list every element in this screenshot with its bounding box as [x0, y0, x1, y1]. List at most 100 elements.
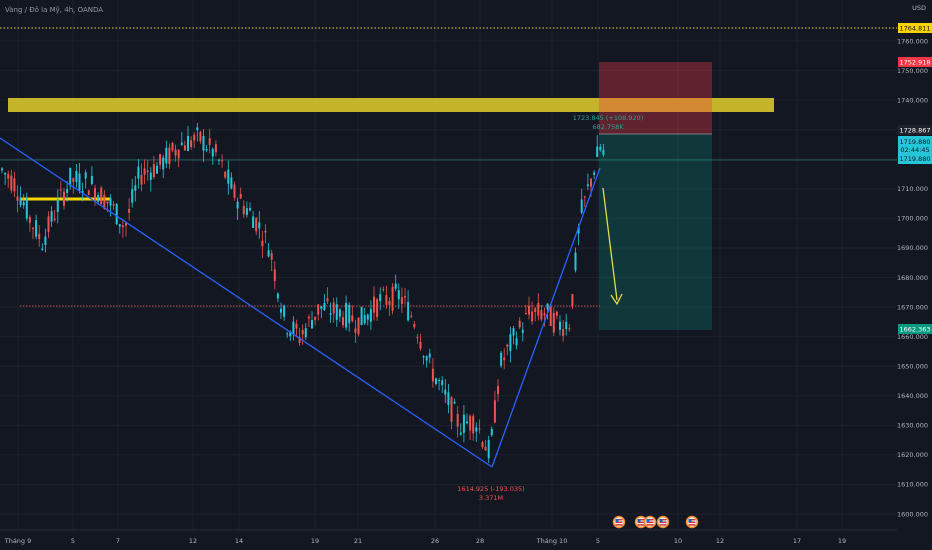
candle-body — [363, 315, 366, 324]
candle-body — [450, 397, 453, 422]
candle-body — [404, 296, 406, 298]
candle-body — [289, 331, 292, 337]
candle-body — [487, 439, 490, 459]
badge-entry — [898, 125, 932, 135]
candle-body — [109, 198, 112, 206]
stop-loss-zone[interactable] — [599, 62, 712, 134]
flag-us-icon[interactable] — [656, 515, 670, 529]
badge-stop-loss-text: 1752.918 — [899, 59, 930, 67]
candle-body — [531, 311, 534, 322]
candle-body — [295, 323, 298, 329]
candle-body — [298, 337, 301, 343]
candle-body — [112, 204, 115, 206]
candle-body — [469, 415, 472, 431]
candle-body — [351, 315, 354, 322]
candle-body — [391, 286, 394, 311]
candle-body — [81, 191, 84, 194]
candle-body — [382, 289, 385, 291]
candle-body — [484, 446, 487, 451]
candle-body — [518, 320, 521, 328]
candle-body — [357, 317, 360, 335]
candle-body — [41, 248, 44, 250]
candle-body — [413, 323, 416, 328]
downtrend-line[interactable] — [0, 137, 493, 468]
price-tick-label: 1630.000 — [897, 422, 928, 430]
price-tick-label: 1660.000 — [897, 333, 928, 341]
candle-body — [444, 389, 447, 395]
candle-body — [233, 184, 236, 198]
candle-body — [187, 136, 189, 151]
candle-body — [35, 220, 38, 237]
candle-body — [78, 173, 81, 191]
symbol-title[interactable]: Vàng / Đô la Mỹ, 4h, OANDA — [5, 6, 103, 14]
candle-body — [211, 148, 214, 157]
flag-us-icon[interactable] — [685, 515, 699, 529]
candle-body — [456, 414, 459, 427]
time-axis[interactable] — [0, 530, 897, 550]
candle-body — [190, 140, 193, 148]
candle-body — [159, 154, 162, 165]
candle-body — [400, 297, 403, 305]
candle-body — [199, 131, 202, 142]
time-tick-label: 26 — [431, 537, 439, 545]
candle-body — [7, 174, 10, 179]
candle-body — [214, 144, 217, 153]
candle-body — [571, 294, 574, 307]
time-tick-label: 19 — [311, 537, 319, 545]
candle-body — [53, 218, 56, 221]
candle-body — [236, 201, 239, 209]
uptrend-line[interactable] — [491, 167, 601, 468]
candle-body — [379, 294, 382, 301]
candle-body — [580, 199, 583, 213]
candle-body — [428, 353, 431, 358]
candle-body — [4, 172, 7, 175]
time-tick-label: 5 — [71, 537, 75, 545]
candle-body — [407, 301, 410, 321]
candle-body — [19, 197, 22, 206]
badge-last-price-line-text: 1719.880 — [899, 155, 930, 163]
candle-body — [537, 302, 540, 316]
candle-body — [512, 328, 515, 336]
candle-body — [149, 172, 152, 180]
candle-body — [1, 168, 3, 171]
flag-us-icon[interactable] — [612, 515, 626, 529]
candle-body — [87, 190, 90, 196]
candle-body — [453, 401, 456, 404]
candle-body — [320, 306, 323, 309]
badge-last-price-text: 1719.880 — [899, 138, 930, 146]
candle-body — [205, 148, 208, 151]
economic-event-flags[interactable] — [612, 515, 699, 529]
candle-body — [311, 320, 313, 329]
candle-body — [354, 328, 357, 333]
candle-body — [540, 310, 543, 320]
candle-body — [373, 296, 375, 313]
candle-body — [137, 166, 140, 179]
price-tick-label: 1690.000 — [897, 244, 928, 252]
candle-body — [183, 145, 186, 151]
candle-body — [292, 321, 295, 335]
candle-body — [140, 174, 143, 185]
candle-body — [549, 306, 552, 327]
candle-body — [422, 356, 425, 358]
candle-body — [106, 201, 109, 204]
candle-body — [63, 191, 65, 206]
candle-body — [100, 187, 103, 205]
flag-us-icon[interactable] — [643, 515, 657, 529]
price-axis[interactable] — [897, 0, 932, 530]
take-profit-zone[interactable] — [599, 134, 712, 330]
candle-body — [227, 169, 230, 184]
candle-body — [397, 290, 400, 300]
price-tick-label: 1610.000 — [897, 481, 928, 489]
candle-body — [261, 240, 264, 247]
candle-body — [338, 309, 341, 317]
candle-body — [307, 316, 310, 319]
chart-grid — [0, 0, 897, 530]
badge-last-price — [898, 136, 932, 164]
resistance-zone[interactable] — [8, 98, 774, 112]
candle-body — [94, 188, 96, 200]
candle-body — [555, 311, 558, 316]
candle-body — [546, 303, 549, 310]
candle-body — [317, 304, 320, 315]
candle-body — [131, 189, 134, 203]
